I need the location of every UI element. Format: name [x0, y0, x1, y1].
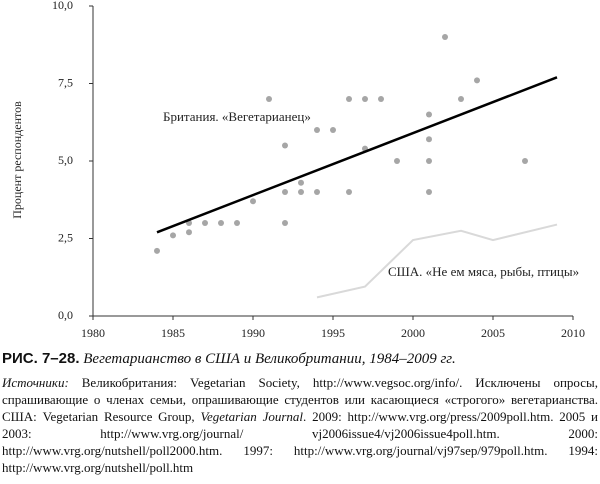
x-tick-label: 1995: [321, 326, 345, 340]
point: [202, 220, 208, 226]
y-tick-label: 7,5: [58, 75, 73, 89]
y-tick-label: 2,5: [58, 230, 73, 244]
point: [362, 96, 368, 102]
y-tick-label: 10,0: [52, 0, 73, 12]
x-tick-label: 1990: [241, 326, 265, 340]
sources: Источники: Великобритания: Vegetarian So…: [2, 374, 598, 476]
point: [442, 34, 448, 40]
series-label: Британия. «Вегетарианец»: [163, 109, 311, 124]
point: [314, 127, 320, 133]
point: [346, 96, 352, 102]
point: [314, 189, 320, 195]
y-tick-label: 0,0: [58, 308, 73, 322]
x-tick-label: 1980: [81, 326, 105, 340]
point: [170, 232, 176, 239]
point: [522, 158, 528, 164]
x-tick-label: 2000: [401, 326, 425, 340]
point: [426, 189, 432, 195]
point: [234, 220, 240, 226]
figure-title: Вегетарианство в США и Великобритании, 1…: [83, 351, 456, 367]
point: [426, 158, 432, 164]
series-label: США. «Не ем мяса, рыбы, птицы»: [388, 264, 579, 279]
journal-name: Vegetarian Journal: [200, 409, 304, 424]
sources-text: Великобритания: Vegetarian Society, http…: [2, 375, 598, 424]
line: [316, 223, 558, 299]
point: [394, 158, 400, 164]
sources-text: . 2009: http://www.vrg.org/press/2009pol…: [2, 409, 599, 475]
caption: РИС. 7–28. Вегетарианство в США и Велико…: [2, 350, 598, 476]
point: [218, 220, 224, 226]
point: [426, 111, 432, 118]
point: [330, 127, 336, 133]
point: [154, 247, 160, 254]
point: [458, 96, 464, 102]
y-tick-label: 5,0: [58, 153, 73, 167]
y-axis-label: Процент респондентов: [10, 101, 24, 219]
point: [186, 229, 192, 236]
caption-title: РИС. 7–28. Вегетарианство в США и Велико…: [2, 350, 598, 368]
point: [474, 77, 480, 84]
point: [282, 220, 288, 226]
point: [346, 189, 352, 195]
sources-label: Источники:: [2, 375, 69, 390]
point: [266, 96, 272, 102]
x-tick-label: 2010: [561, 326, 585, 340]
point: [298, 189, 304, 195]
figure-number: РИС. 7–28.: [2, 350, 80, 367]
x-tick-label: 1985: [161, 326, 185, 340]
point: [298, 179, 304, 186]
point: [378, 96, 384, 102]
point: [282, 142, 288, 149]
point: [282, 189, 288, 195]
chart: Процент респондентов 0,0 2,5 5,0 7,5 10,0 198…: [10, 0, 585, 340]
x-tick-label: 2005: [481, 326, 505, 340]
point: [426, 136, 432, 143]
line: [156, 76, 558, 234]
point: [250, 198, 256, 205]
